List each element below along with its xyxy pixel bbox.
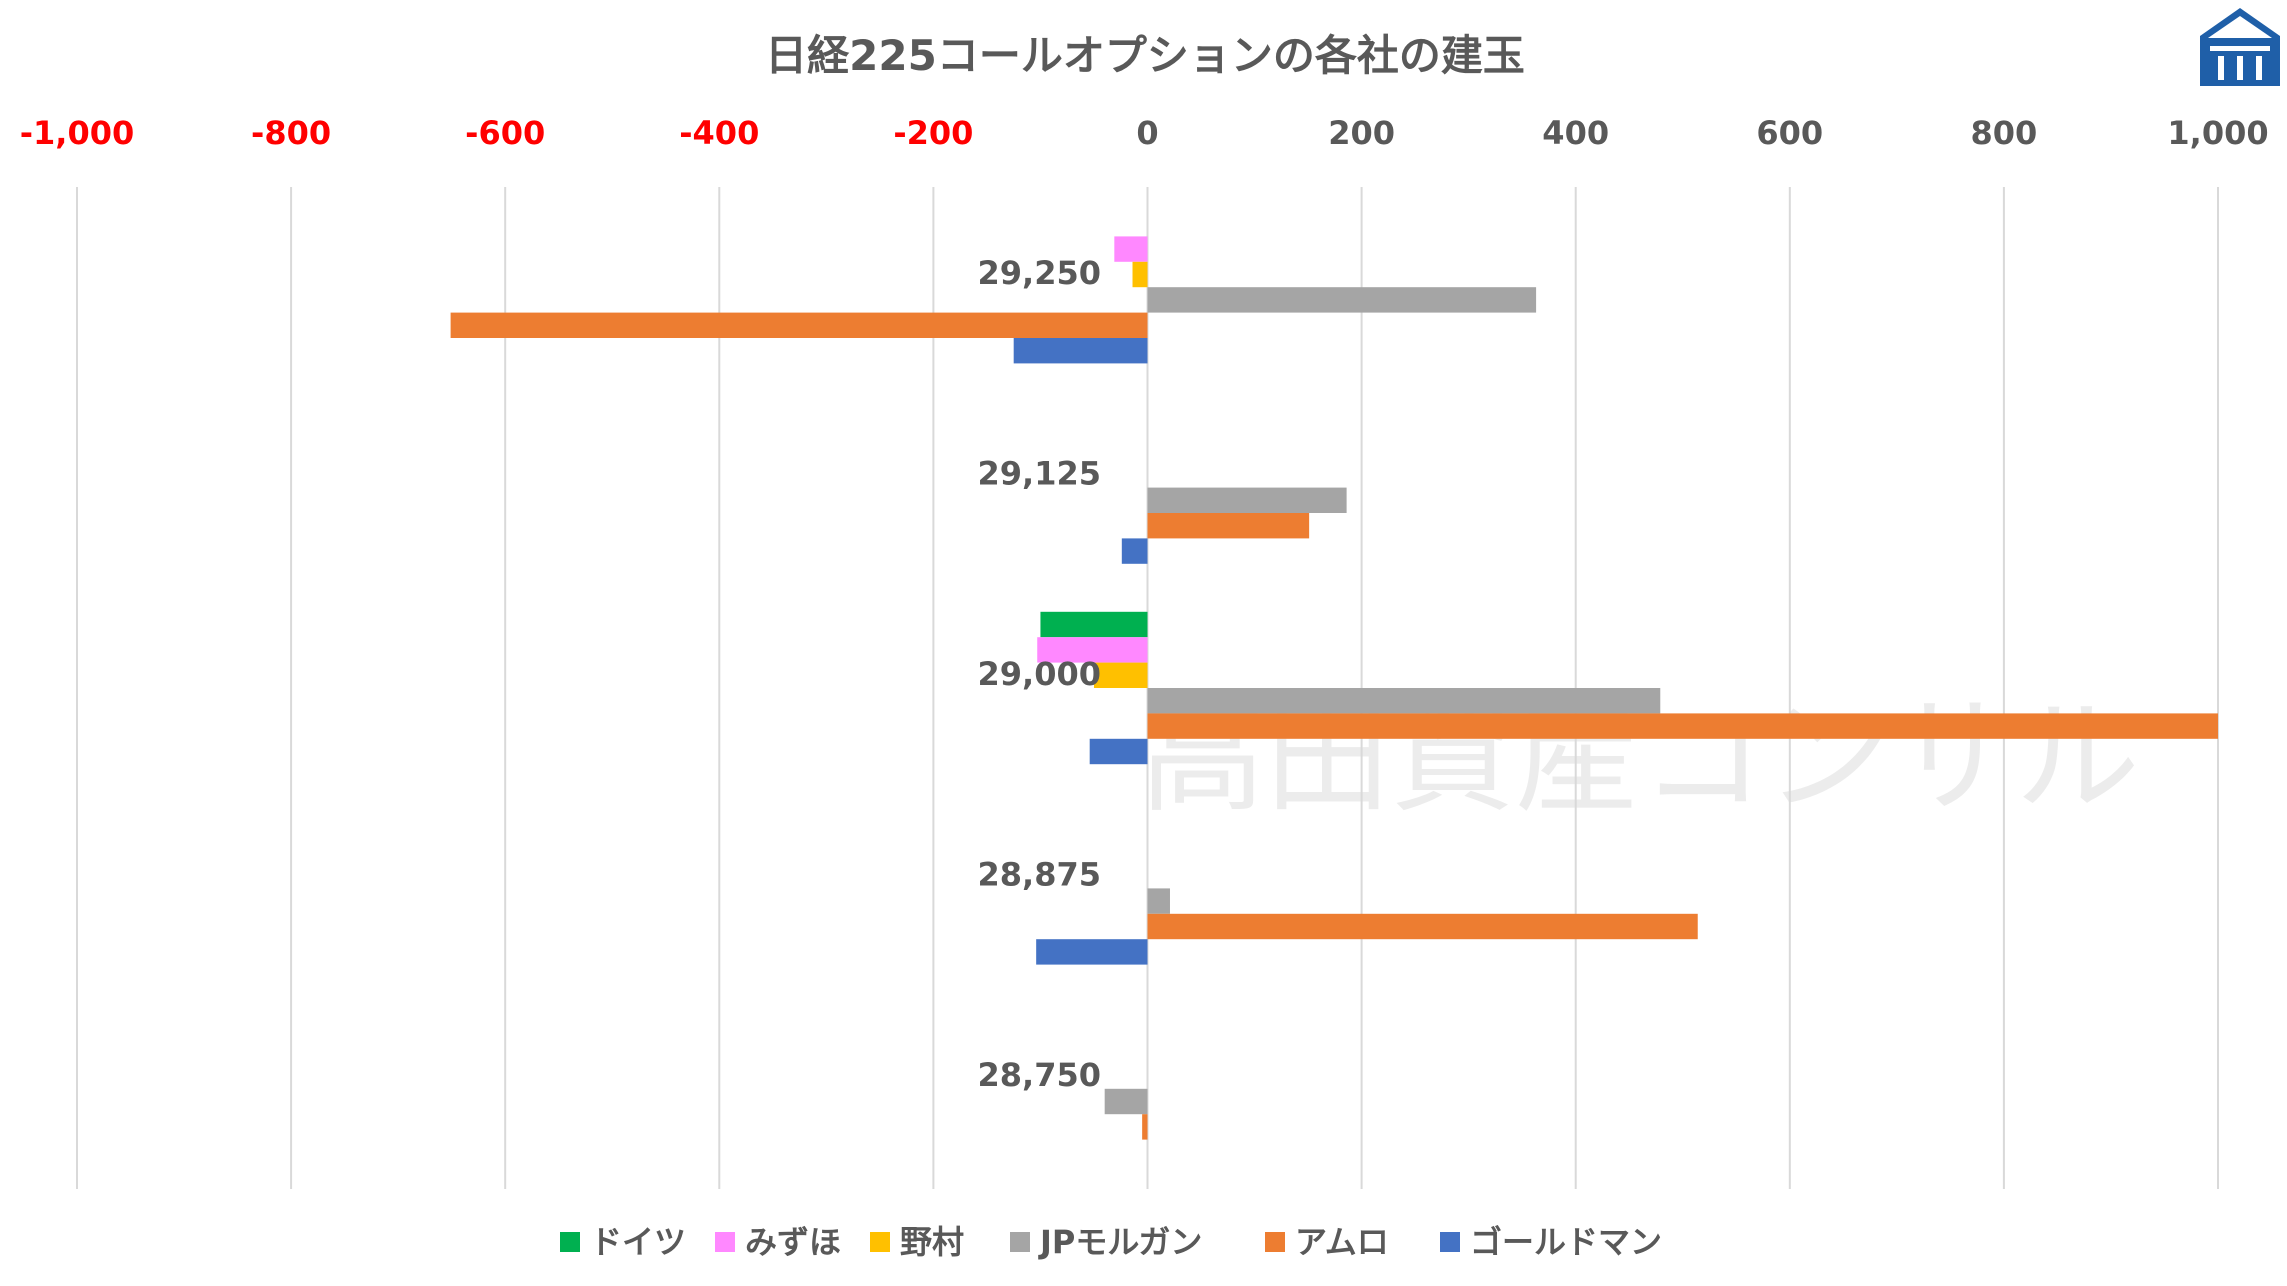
x-tick-label: 0 xyxy=(1136,114,1158,152)
bar-JPモルガン-29,125 xyxy=(1147,487,1347,513)
bar-ドイツ-29,000 xyxy=(1040,611,1148,638)
category-label: 28,875 xyxy=(978,855,1101,893)
bar-JPモルガン-28,750 xyxy=(1104,1088,1148,1115)
legend: ドイツ みずほ 野村 JPモルガン アムロ ゴールドマン xyxy=(560,1223,1662,1261)
legend-swatch xyxy=(560,1232,580,1252)
x-tick-label: 600 xyxy=(1756,114,1823,152)
legend-label: ドイツ xyxy=(590,1223,686,1261)
legend-label: ゴールドマン xyxy=(1470,1223,1662,1261)
bar-アムロ-28,875 xyxy=(1147,913,1698,940)
gridlines xyxy=(76,187,2219,1189)
legend-swatch xyxy=(870,1232,890,1252)
x-tick-label: -600 xyxy=(465,114,545,152)
x-axis-ticks: -1,000 -800 -600 -400 -200 0 200 400 600 800 1,000 xyxy=(20,114,2269,152)
bar-JPモルガン-29,000 xyxy=(1147,688,1661,714)
legend-swatch xyxy=(1010,1232,1030,1252)
x-tick-label: -1,000 xyxy=(20,114,135,152)
legend-swatch xyxy=(1440,1232,1460,1252)
x-tick-label: 400 xyxy=(1542,114,1609,152)
x-tick-label: -400 xyxy=(679,114,759,152)
legend-swatch xyxy=(1265,1232,1285,1252)
category-label: 28,750 xyxy=(978,1056,1101,1094)
legend-label: アムロ xyxy=(1295,1223,1389,1261)
x-tick-label: -800 xyxy=(251,114,331,152)
x-tick-label: 1,000 xyxy=(2167,114,2268,152)
bar-みずほ-29,250 xyxy=(1114,236,1148,262)
bar-ゴールドマン-28,875 xyxy=(1036,939,1148,965)
bar-みずほ-29,000 xyxy=(1037,637,1148,663)
bar-JPモルガン-29,250 xyxy=(1147,287,1537,313)
legend-label: 野村 xyxy=(900,1223,964,1261)
category-label: 29,000 xyxy=(978,655,1101,693)
bar-アムロ-29,000 xyxy=(1147,713,2218,739)
x-tick-label: 800 xyxy=(1971,114,2038,152)
bars xyxy=(450,236,2218,1140)
y-axis-categories: 29,250 29,125 29,000 28,875 28,750 xyxy=(978,254,1101,1094)
bar-JPモルガン-28,875 xyxy=(1147,888,1170,914)
x-tick-label: -200 xyxy=(893,114,973,152)
bar-アムロ-28,750 xyxy=(1142,1114,1148,1140)
bar-野村-29,000 xyxy=(1093,662,1148,688)
bar-アムロ-29,250 xyxy=(450,312,1148,338)
bar-ゴールドマン-29,000 xyxy=(1089,738,1148,765)
chart-title: 日経225コールオプションの各社の建玉 xyxy=(765,31,1525,80)
category-label: 29,125 xyxy=(978,455,1101,493)
legend-label: みずほ xyxy=(745,1223,841,1261)
legend-swatch xyxy=(715,1232,735,1252)
bar-ゴールドマン-29,250 xyxy=(1013,338,1148,364)
bar-アムロ-29,125 xyxy=(1147,513,1310,539)
x-tick-label: 200 xyxy=(1328,114,1395,152)
category-label: 29,250 xyxy=(978,254,1101,292)
bar-ゴールドマン-29,125 xyxy=(1121,538,1148,564)
bar-野村-29,250 xyxy=(1132,261,1148,288)
logo-icon xyxy=(2200,8,2280,86)
legend-label: JPモルガン xyxy=(1038,1223,1202,1261)
